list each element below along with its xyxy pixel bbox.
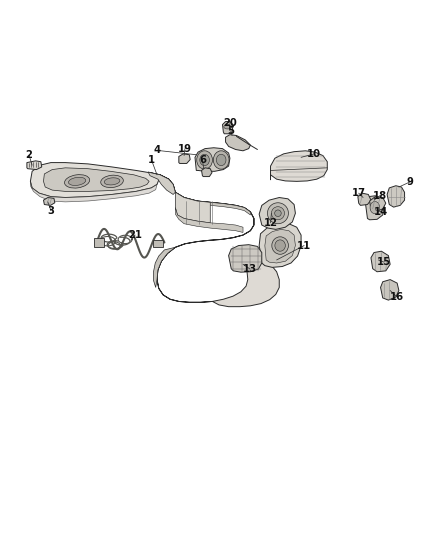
- Ellipse shape: [200, 154, 209, 166]
- Polygon shape: [265, 229, 295, 263]
- Text: 20: 20: [223, 118, 237, 128]
- Polygon shape: [358, 193, 371, 205]
- Bar: [152, 240, 163, 247]
- Text: 1: 1: [148, 155, 155, 165]
- Polygon shape: [365, 196, 384, 220]
- Text: 2: 2: [26, 150, 32, 160]
- Text: 9: 9: [407, 177, 413, 187]
- Polygon shape: [43, 198, 55, 205]
- Text: 18: 18: [373, 191, 387, 201]
- Text: 16: 16: [390, 292, 404, 302]
- Ellipse shape: [197, 151, 212, 169]
- Polygon shape: [195, 148, 230, 171]
- Polygon shape: [175, 207, 243, 232]
- Text: 21: 21: [128, 230, 142, 240]
- Ellipse shape: [275, 240, 286, 251]
- Polygon shape: [371, 251, 390, 272]
- Ellipse shape: [216, 154, 226, 166]
- Text: 15: 15: [377, 257, 391, 267]
- Polygon shape: [30, 181, 157, 202]
- Ellipse shape: [272, 207, 285, 220]
- Polygon shape: [179, 154, 190, 164]
- Polygon shape: [370, 197, 386, 212]
- Ellipse shape: [213, 151, 229, 169]
- Ellipse shape: [275, 210, 281, 216]
- Ellipse shape: [104, 178, 120, 185]
- Polygon shape: [43, 168, 149, 191]
- Ellipse shape: [370, 201, 380, 214]
- Text: 12: 12: [264, 218, 278, 228]
- Text: 3: 3: [47, 206, 54, 216]
- Text: 10: 10: [307, 149, 321, 159]
- Polygon shape: [201, 168, 212, 176]
- Text: 19: 19: [178, 143, 192, 154]
- Polygon shape: [381, 280, 399, 300]
- Text: 13: 13: [243, 264, 257, 273]
- Bar: [94, 238, 104, 247]
- Ellipse shape: [268, 203, 288, 224]
- Ellipse shape: [101, 175, 124, 188]
- Text: 17: 17: [352, 188, 366, 198]
- Polygon shape: [387, 185, 405, 207]
- Polygon shape: [148, 172, 175, 195]
- Ellipse shape: [64, 175, 90, 188]
- Ellipse shape: [272, 237, 288, 254]
- Polygon shape: [30, 163, 159, 198]
- Text: 6: 6: [199, 155, 206, 165]
- Polygon shape: [148, 172, 279, 306]
- Ellipse shape: [68, 177, 86, 185]
- Polygon shape: [223, 122, 233, 134]
- Polygon shape: [175, 192, 210, 223]
- Polygon shape: [229, 245, 262, 272]
- Polygon shape: [153, 247, 175, 287]
- Polygon shape: [226, 135, 251, 151]
- Text: 14: 14: [374, 207, 389, 217]
- Polygon shape: [27, 161, 42, 169]
- Text: 11: 11: [297, 240, 311, 251]
- Polygon shape: [259, 224, 301, 268]
- Polygon shape: [271, 151, 327, 181]
- Text: 5: 5: [227, 126, 234, 136]
- Text: 4: 4: [153, 146, 161, 155]
- Ellipse shape: [224, 125, 232, 129]
- Polygon shape: [175, 192, 251, 215]
- Polygon shape: [259, 198, 295, 229]
